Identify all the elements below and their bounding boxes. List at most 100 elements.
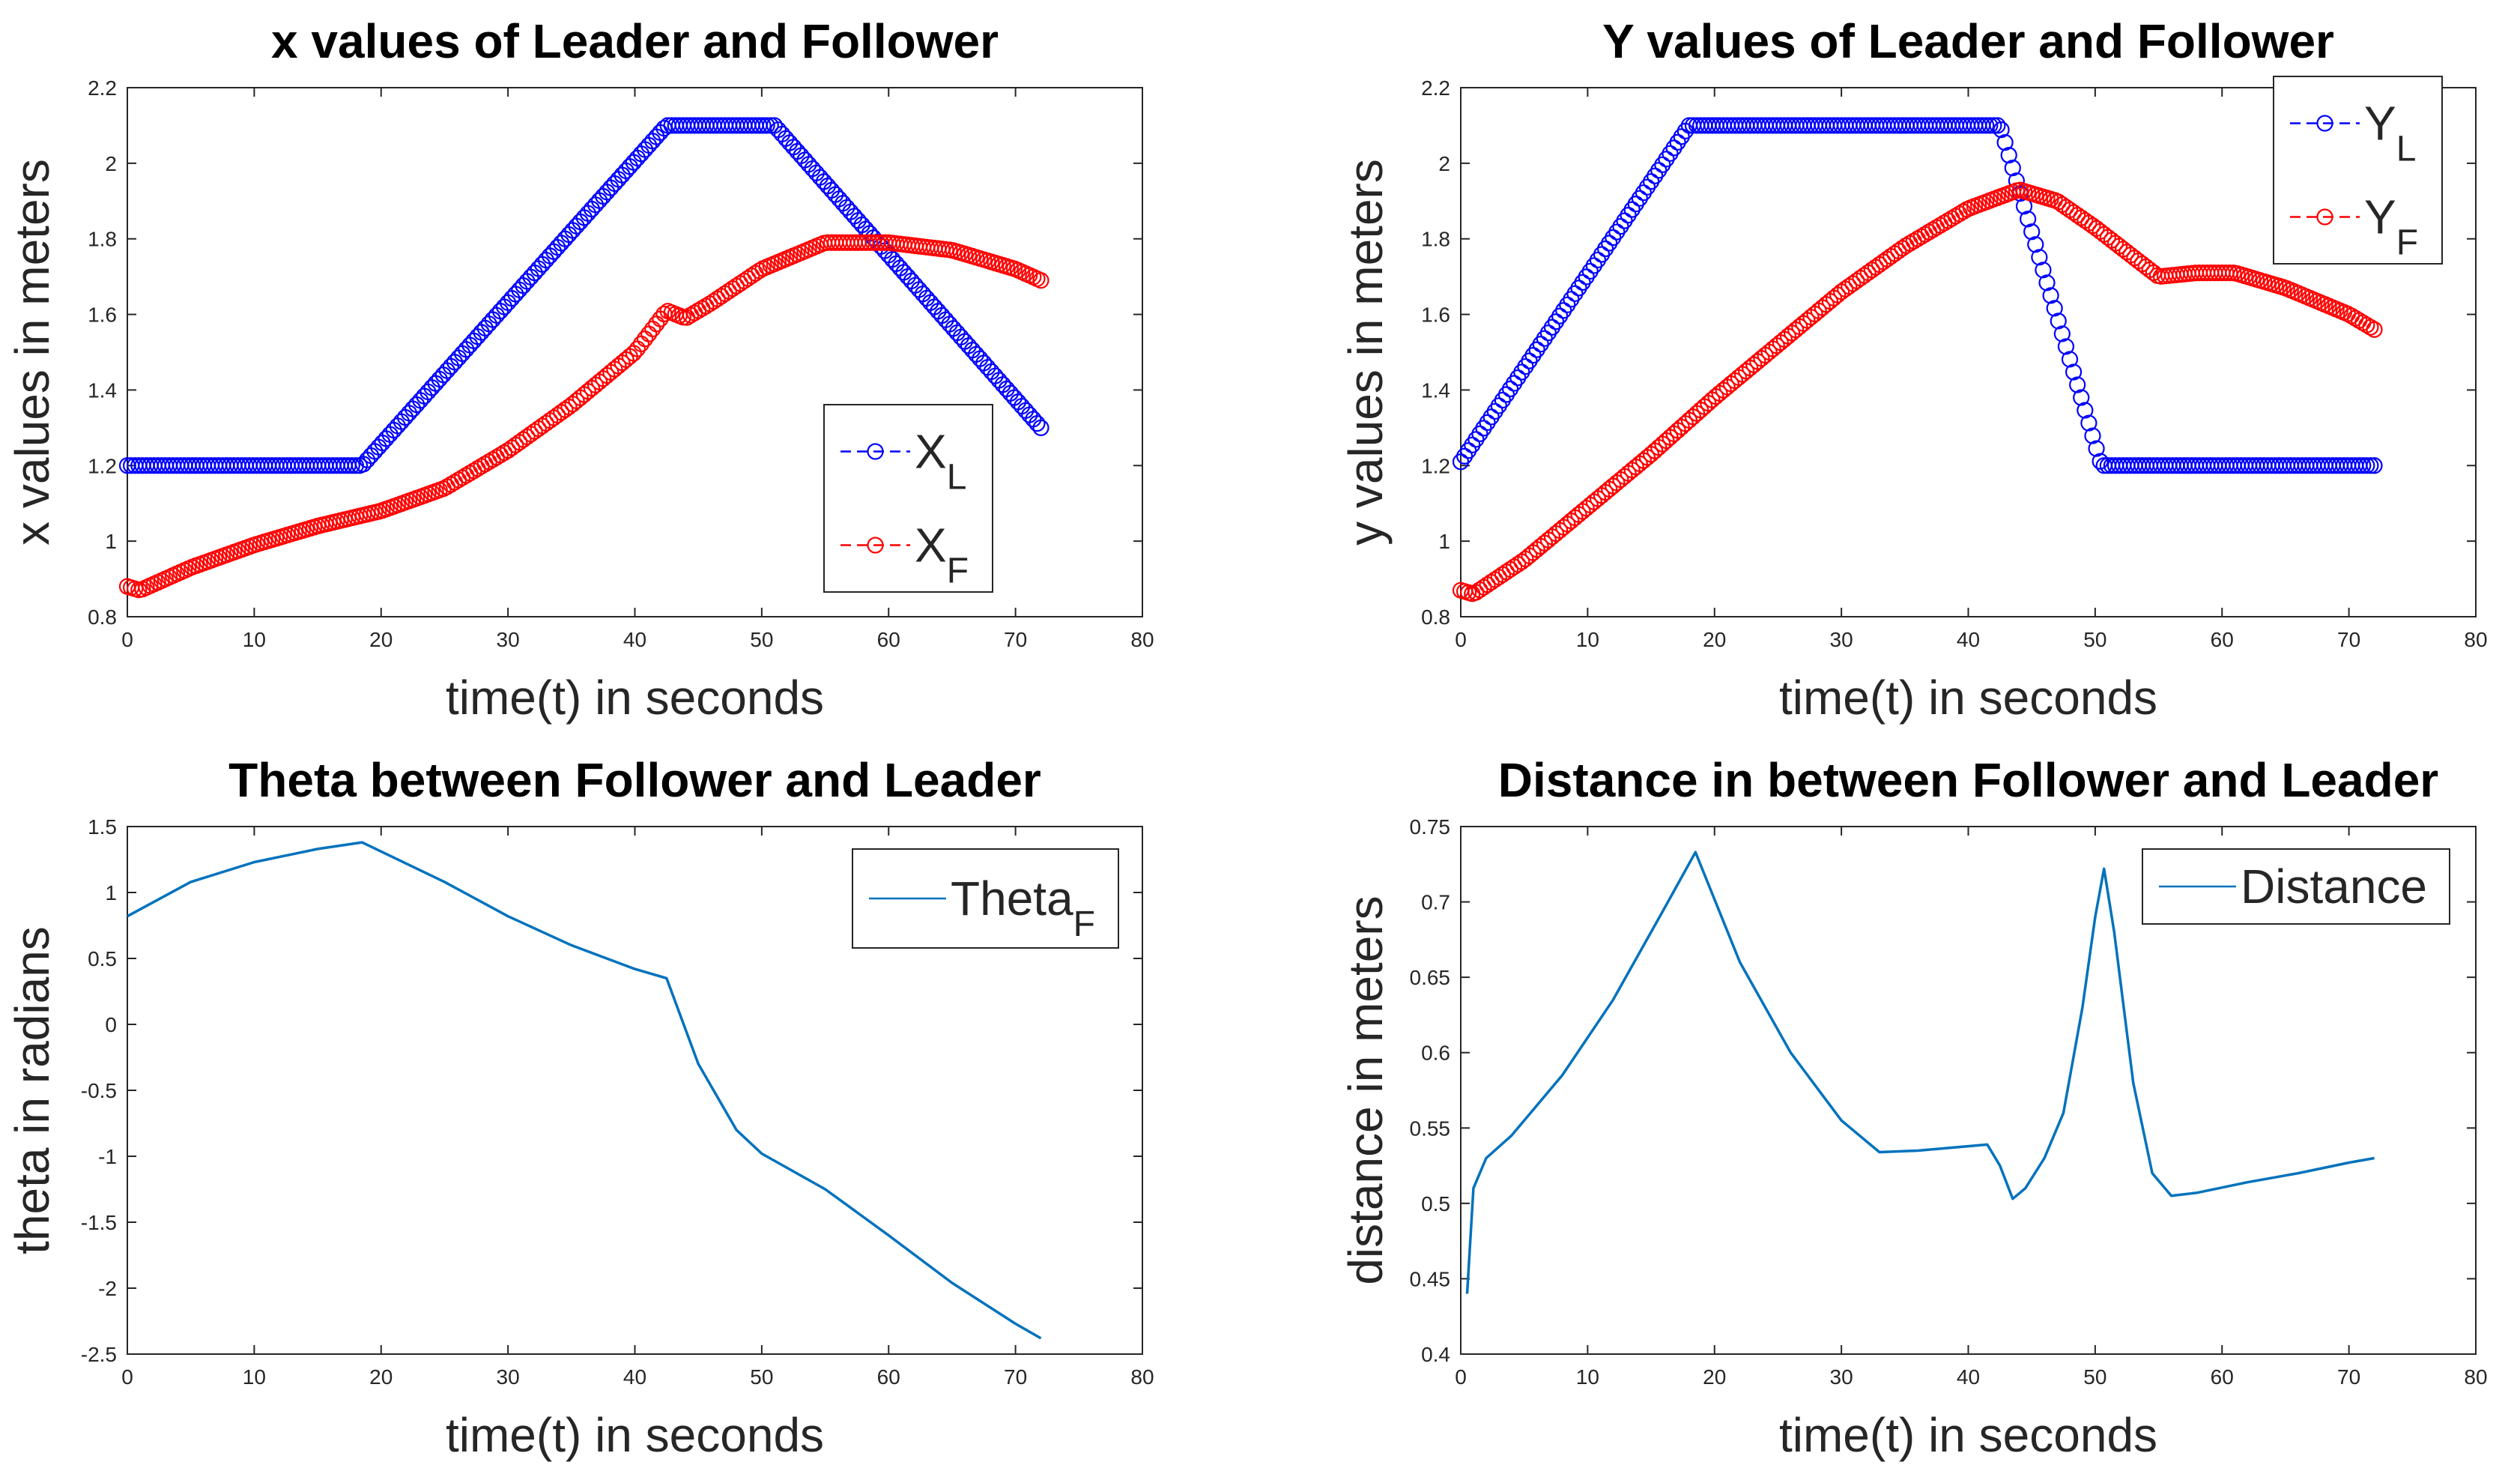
marker-point [2354, 457, 2372, 474]
x-tick-label: 30 [497, 628, 520, 651]
x-tick-label: 80 [1130, 1365, 1154, 1389]
y-tick-label: 0.6 [1421, 1042, 1450, 1065]
y-axis-label: y values in meters [1339, 159, 1393, 546]
x-tick-label: 80 [2464, 628, 2487, 651]
x-axis-label: time(t) in seconds [1779, 671, 2157, 725]
marker-point [2031, 249, 2048, 266]
x-tick-label: 30 [497, 1365, 520, 1389]
legend: ThetaF [852, 848, 1119, 949]
marker-point [2004, 160, 2021, 177]
x-tick-label: 80 [2464, 1365, 2487, 1389]
y-tick-label: 1.2 [1421, 454, 1450, 477]
distance_plot: 0 10 20 30 40 50 60 70 80 0.4 0.45 0.5 0.55 0.6 0.65 0.… [1339, 753, 2488, 1462]
y-tick-label: 2.2 [1421, 76, 1450, 100]
x-tick-label: 40 [623, 628, 646, 651]
marker-point [2023, 223, 2041, 241]
marker-point [1954, 203, 1972, 220]
legend-box [2142, 848, 2450, 925]
marker-point [2050, 312, 2067, 330]
x-tick-label: 40 [1957, 628, 1980, 651]
y-tick-label: -1 [98, 1145, 117, 1168]
marker-point [2069, 376, 2086, 393]
y-tick-label: -2 [98, 1277, 117, 1300]
x-tick-label: 30 [1830, 1365, 1853, 1389]
x-tick-label: 10 [243, 628, 266, 651]
marker-point [2362, 318, 2379, 336]
y-tick-label: 0.65 [1410, 966, 1451, 989]
x-tick-label: 70 [1004, 628, 1027, 651]
y-tick-label: -2.5 [81, 1343, 117, 1366]
x-axis-label: time(t) in seconds [446, 671, 824, 725]
x-tick-label: 10 [243, 1365, 266, 1389]
series-Y_F [1452, 181, 2383, 602]
y-tick-label: 0.75 [1410, 815, 1451, 839]
y-axis-label: distance in meters [1339, 895, 1393, 1284]
marker-point [1996, 134, 2014, 151]
y-tick-label: 1.8 [1421, 228, 1450, 251]
legend-marker [867, 443, 884, 460]
chart-title: Distance in between Follower and Leader [1498, 753, 2438, 807]
y-tick-label: 0.8 [88, 605, 117, 629]
theta_plot: 0 10 20 30 40 50 60 70 80 -2.5 -2 -1.5 -1 -0.5 0 0.5 1 1.… [5, 753, 1154, 1462]
y-tick-label: 1.4 [88, 378, 117, 402]
y-tick-label: 1.8 [88, 228, 117, 251]
x-tick-label: 20 [369, 628, 393, 651]
legend-marker [2316, 208, 2333, 226]
y-axis-label: theta in radians [5, 926, 59, 1254]
y-tick-label: 2 [1438, 152, 1450, 175]
y-tick-label: 0.7 [1421, 891, 1450, 914]
marker-point [2053, 325, 2071, 342]
marker-point [2042, 287, 2059, 304]
x-tick-label: 80 [1130, 628, 1154, 651]
y-tick-label: 1.6 [1421, 303, 1450, 327]
marker-point [2077, 402, 2094, 419]
marker-point [2073, 389, 2090, 406]
series-line [127, 841, 1042, 1340]
legend-box [852, 848, 1119, 949]
x-tick-label: 20 [369, 1365, 393, 1389]
x-tick-label: 60 [2211, 628, 2234, 651]
marker-point [2057, 338, 2075, 355]
marker-point [2027, 236, 2044, 253]
x-tick-label: 60 [877, 1365, 900, 1389]
y-tick-label: 1.6 [88, 303, 117, 327]
legend-box [2273, 76, 2443, 265]
x-tick-label: 10 [1576, 628, 1599, 651]
x-tick-label: 70 [2337, 1365, 2360, 1389]
x-tick-label: 60 [877, 628, 900, 651]
x-tick-label: 0 [1455, 1365, 1467, 1389]
marker-point [2020, 211, 2037, 228]
y-tick-label: 2 [105, 152, 117, 175]
marker-point [2061, 351, 2079, 368]
marker-point [1993, 121, 2010, 139]
marker-point [2046, 300, 2063, 317]
x-tick-label: 20 [1703, 628, 1726, 651]
marker-point [2088, 440, 2105, 457]
marker-point [2035, 262, 2052, 279]
x-tick-label: 50 [2083, 628, 2106, 651]
x-tick-label: 0 [121, 1365, 133, 1389]
series-X_F [118, 234, 1050, 599]
x-tick-label: 50 [750, 1365, 773, 1389]
marker-point [1032, 419, 1050, 436]
marker-point [1032, 272, 1050, 289]
series-Theta_F [127, 841, 1042, 1340]
marker-point [1981, 117, 1999, 134]
marker-point [2358, 457, 2375, 474]
legend: Distance [2142, 848, 2450, 925]
y-tick-label: 0.4 [1421, 1343, 1450, 1366]
y-axis-label: x values in meters [5, 159, 59, 546]
series-Y_L [1452, 117, 2383, 474]
x-tick-label: 0 [121, 628, 133, 651]
y-tick-label: 1 [105, 881, 117, 904]
y-tick-label: 1.5 [88, 815, 117, 839]
x-tick-label: 40 [623, 1365, 646, 1389]
x-tick-label: 10 [1576, 1365, 1599, 1389]
y-tick-label: 0 [105, 1013, 117, 1036]
y-tick-label: 0.5 [1421, 1192, 1450, 1215]
marker-point [2000, 147, 2017, 164]
y-tick-label: -1.5 [81, 1211, 117, 1234]
marker-point [758, 117, 775, 134]
x-tick-label: 20 [1703, 1365, 1726, 1389]
